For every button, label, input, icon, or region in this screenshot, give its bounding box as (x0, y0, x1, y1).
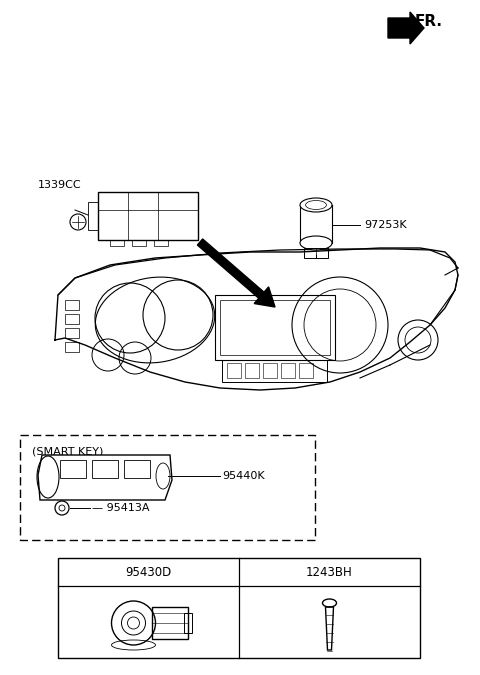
Text: (SMART KEY): (SMART KEY) (32, 446, 103, 456)
Bar (60, 460, 86, 478)
Text: 97253K: 97253K (364, 220, 407, 230)
Bar (152, 607, 188, 639)
Bar (183, 613, 192, 633)
Bar (65, 342, 79, 352)
Bar (220, 300, 330, 355)
Bar (92, 460, 118, 478)
Bar (20, 435, 315, 540)
Bar (154, 240, 168, 246)
Bar (124, 460, 150, 478)
Bar (65, 300, 79, 310)
Bar (227, 363, 241, 378)
Ellipse shape (300, 236, 332, 250)
Text: — 95413A: — 95413A (92, 503, 149, 513)
Bar (215, 295, 335, 360)
Bar (88, 202, 98, 230)
Bar (222, 360, 327, 382)
Text: 95440K: 95440K (222, 471, 264, 481)
Bar (65, 328, 79, 338)
Polygon shape (388, 12, 424, 44)
Bar (304, 248, 328, 258)
Bar (263, 363, 277, 378)
Bar (58, 558, 420, 658)
Bar (65, 314, 79, 324)
Text: 1339CC: 1339CC (38, 180, 82, 190)
Text: FR.: FR. (415, 14, 443, 30)
Text: 95430D: 95430D (125, 566, 172, 578)
Polygon shape (38, 455, 172, 500)
Bar (245, 363, 259, 378)
Bar (132, 240, 146, 246)
Ellipse shape (300, 198, 332, 212)
Bar (98, 192, 198, 240)
Bar (281, 363, 295, 378)
Bar (110, 240, 124, 246)
FancyArrow shape (197, 239, 275, 307)
Text: 1243BH: 1243BH (306, 566, 353, 578)
Bar (299, 363, 313, 378)
